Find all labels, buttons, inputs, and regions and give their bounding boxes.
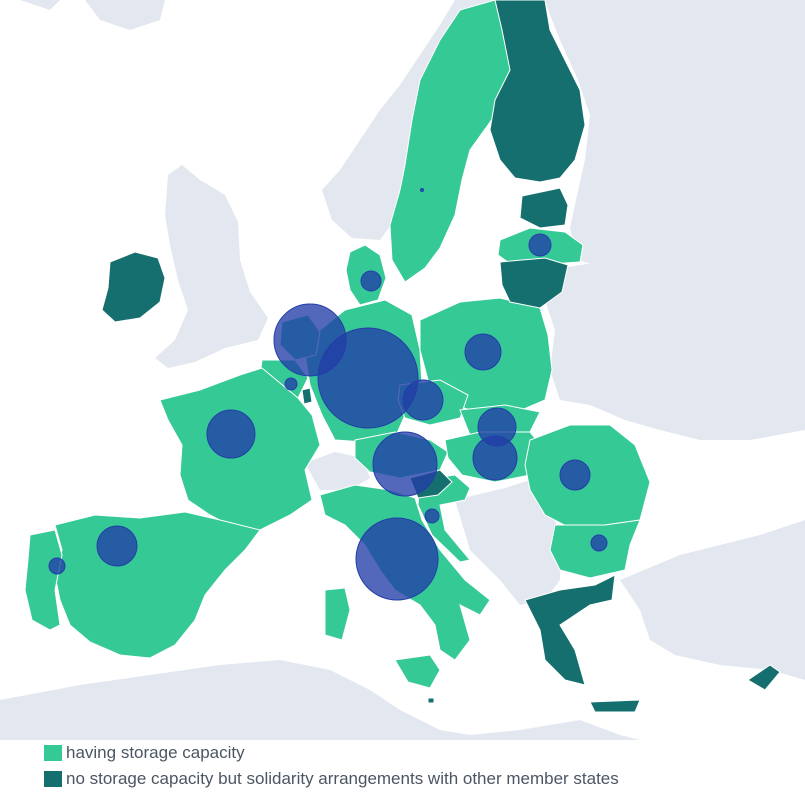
bubble-denmark	[360, 270, 382, 292]
bubble-czechia	[402, 379, 444, 421]
luxembourg-region	[301, 387, 313, 405]
bubble-poland	[464, 333, 502, 371]
north-africa-land	[0, 660, 640, 740]
legend-item-storage: having storage capacity	[44, 740, 619, 766]
balkans-land	[455, 480, 560, 605]
bubble-austria	[372, 431, 438, 497]
bubble-spain	[96, 525, 138, 567]
bubble-romania	[559, 459, 591, 491]
legend-label-solidarity: no storage capacity but solidarity arran…	[66, 769, 619, 788]
bubble-bulgaria	[590, 534, 608, 552]
belarus-ukraine-land	[545, 262, 805, 440]
finland-region	[489, 0, 586, 183]
turkey-land	[620, 520, 805, 680]
iceland-area	[20, 0, 60, 10]
croatia-region	[417, 474, 471, 563]
russia-north-land	[545, 0, 805, 330]
malta-region	[427, 697, 435, 704]
lithuania-region	[499, 257, 569, 309]
greece-region	[524, 574, 616, 686]
sardinia-region	[324, 587, 351, 641]
eu-solidarity-countries	[101, 0, 781, 713]
legend-swatch-storage	[44, 745, 62, 761]
sicily-region	[394, 654, 441, 689]
bubble-slovakia	[477, 407, 517, 447]
bubble-sweden	[420, 188, 424, 192]
bubble-portugal	[48, 557, 66, 575]
storage-bubbles	[48, 188, 608, 601]
legend-swatch-solidarity	[44, 771, 62, 787]
bubble-netherlands	[273, 303, 347, 377]
cyprus-region	[747, 664, 781, 691]
uk-land	[155, 165, 268, 368]
map-legend: having storage capacity no storage capac…	[44, 740, 619, 792]
crete-region	[589, 699, 641, 713]
greenland-area	[85, 0, 165, 30]
switzerland-land	[305, 452, 370, 490]
legend-item-solidarity: no storage capacity but solidarity arran…	[44, 766, 619, 792]
ireland-region	[101, 251, 166, 323]
bubble-italy	[355, 517, 439, 601]
bubble-belgium	[284, 377, 298, 391]
bubble-croatia	[424, 508, 440, 524]
bubble-france	[206, 409, 256, 459]
portugal-region	[24, 529, 63, 631]
estonia-region	[519, 187, 569, 229]
bubble-latvia	[528, 233, 552, 257]
legend-label-storage: having storage capacity	[66, 743, 245, 762]
